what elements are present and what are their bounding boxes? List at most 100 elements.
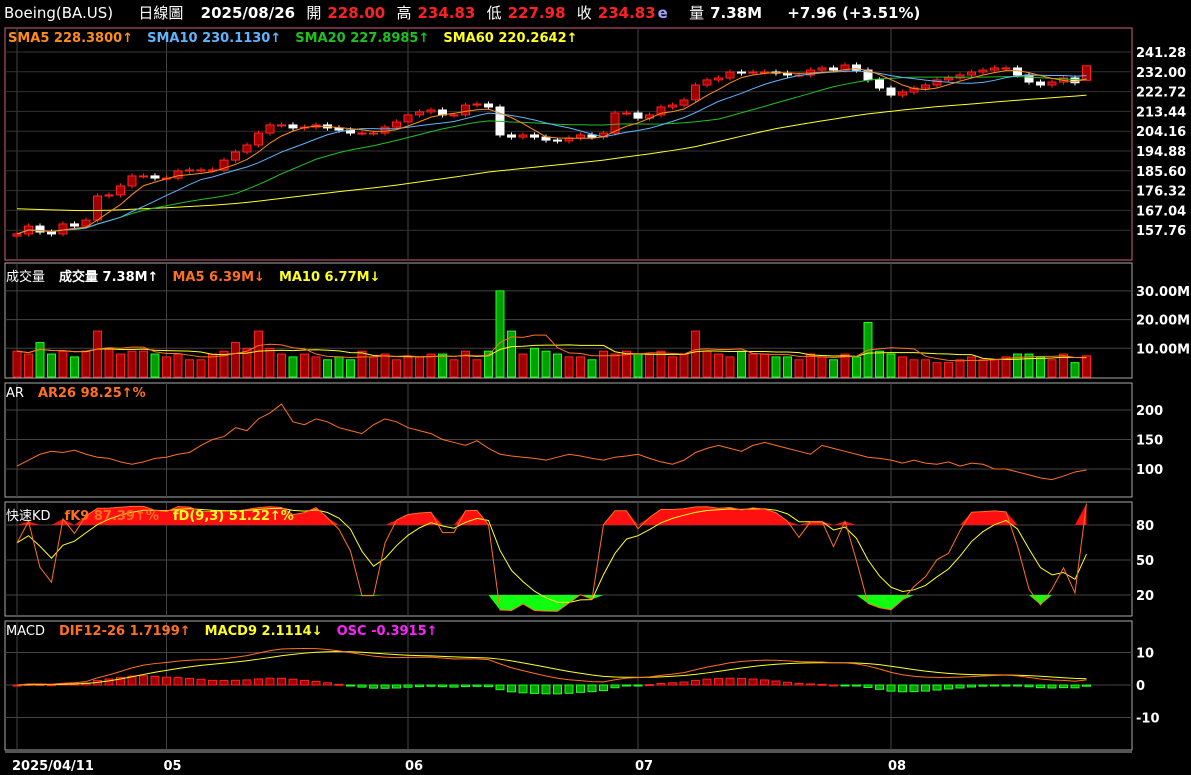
macd-legend-item: OSC -0.3915↑	[336, 624, 438, 639]
candle	[714, 77, 723, 81]
close-label: 收	[576, 4, 592, 22]
osc-bar	[691, 679, 700, 686]
volume-bar	[242, 347, 252, 378]
candle	[679, 99, 689, 106]
volume-bar	[47, 353, 56, 378]
low-value: 227.98	[507, 4, 566, 22]
kd-zone-fill	[661, 509, 673, 525]
candle	[898, 91, 907, 96]
osc-bar	[277, 677, 286, 686]
kd-zone-fill	[523, 595, 535, 611]
osc-bar	[300, 679, 309, 686]
price-tick-label: 167.04	[1136, 204, 1186, 219]
panel-border	[4, 27, 1133, 261]
osc-bar	[254, 678, 263, 686]
volume-bar	[886, 353, 896, 378]
candle	[576, 134, 585, 139]
kd-zone-fill	[810, 521, 822, 525]
candle	[415, 111, 424, 116]
price-tick-label: 204.16	[1136, 125, 1186, 140]
candle	[702, 79, 712, 86]
osc-bar	[369, 684, 378, 689]
kd-zone-fill	[258, 506, 270, 525]
volume-bar	[898, 356, 907, 378]
osc-bar	[150, 675, 160, 686]
candle	[265, 124, 275, 134]
volume-bar	[472, 359, 482, 378]
osc-bar	[507, 684, 516, 693]
fk-line	[16, 503, 1087, 612]
candle	[990, 67, 999, 71]
osc-bar	[1047, 684, 1057, 689]
osc-bar	[415, 684, 424, 688]
kd-zone-fill	[511, 595, 523, 611]
kd-zone-fill	[419, 512, 431, 525]
kd-zone-fill	[534, 595, 546, 612]
candle	[955, 74, 965, 79]
kd-zone-fill	[1075, 503, 1087, 525]
candle	[403, 114, 413, 123]
osc-bar	[288, 678, 298, 686]
kd-zone-fill	[408, 513, 420, 525]
volume-bar	[530, 347, 539, 378]
osc-bar	[196, 678, 206, 686]
volume-bar	[1082, 355, 1091, 378]
osc-bar	[127, 675, 137, 686]
osc-bar	[1059, 684, 1068, 689]
kd-zone-fill	[718, 507, 730, 525]
main-legend-item: SMA5 228.3800↑	[8, 31, 134, 46]
kd-zone-fill	[546, 595, 558, 612]
candle	[104, 194, 114, 197]
volume-bar	[323, 359, 332, 378]
period-label[interactable]: 日線圖	[138, 4, 184, 22]
volume-bar	[415, 356, 424, 378]
volume-bar	[817, 356, 827, 378]
candle	[93, 195, 102, 221]
ar-legend-item: AR26 98.25↑%	[37, 386, 146, 401]
kd-zone-fill	[454, 510, 466, 525]
osc-bar	[748, 678, 758, 686]
high-label: 高	[396, 4, 412, 22]
main-legend: SMA5 228.3800↑ SMA10 230.1130↑ SMA20 227.8…	[8, 31, 592, 46]
x-tick-label: 2025/04/11	[12, 759, 94, 774]
kd-zone-fill	[695, 506, 707, 525]
candle	[530, 134, 539, 138]
osc-bar	[909, 684, 919, 693]
osc-bar	[461, 684, 470, 688]
main-legend-item: SMA10 230.1130↑	[147, 31, 282, 46]
osc-bar	[265, 677, 275, 686]
candle	[277, 124, 286, 127]
sma60-line	[16, 94, 1087, 212]
kd-zone-fill	[270, 506, 282, 525]
osc-bar	[219, 680, 229, 686]
kd-zone-fill	[500, 595, 512, 611]
osc-bar	[967, 684, 976, 688]
candle	[886, 87, 896, 96]
volume-legend-item: MA10 6.77M↓	[278, 270, 381, 285]
kd-zone-fill	[316, 507, 328, 525]
volume-bar	[875, 350, 884, 378]
quote-date: 2025/08/26	[200, 4, 296, 22]
volume-bar	[461, 350, 470, 378]
candle	[622, 112, 631, 115]
volume-bar	[449, 359, 459, 378]
kd-zone-fill	[649, 509, 661, 525]
osc-bar	[633, 684, 643, 687]
volume-bar	[725, 356, 735, 378]
volume-bar	[679, 353, 689, 378]
macd-tick-label: -10	[1136, 712, 1160, 727]
kd-zone-fill	[28, 521, 40, 525]
volume-bar	[81, 350, 91, 378]
candle	[12, 233, 22, 237]
osc-bar	[564, 684, 574, 694]
osc-bar	[392, 684, 401, 689]
kd-zone-fill	[327, 517, 339, 525]
macd-legend: MACD DIF12-26 1.7199↑ MACD9 2.1114↓ OSC -0.…	[6, 624, 452, 639]
candle	[127, 175, 137, 187]
volume-bar	[622, 350, 631, 378]
volume-legend: 成交量 成交量 7.38M↑ MA5 6.39M↓ MA10 6.77M↓	[6, 266, 394, 285]
panel-border	[4, 501, 1133, 617]
volume-ma10-line	[16, 344, 1087, 360]
osc-bar	[990, 684, 999, 687]
